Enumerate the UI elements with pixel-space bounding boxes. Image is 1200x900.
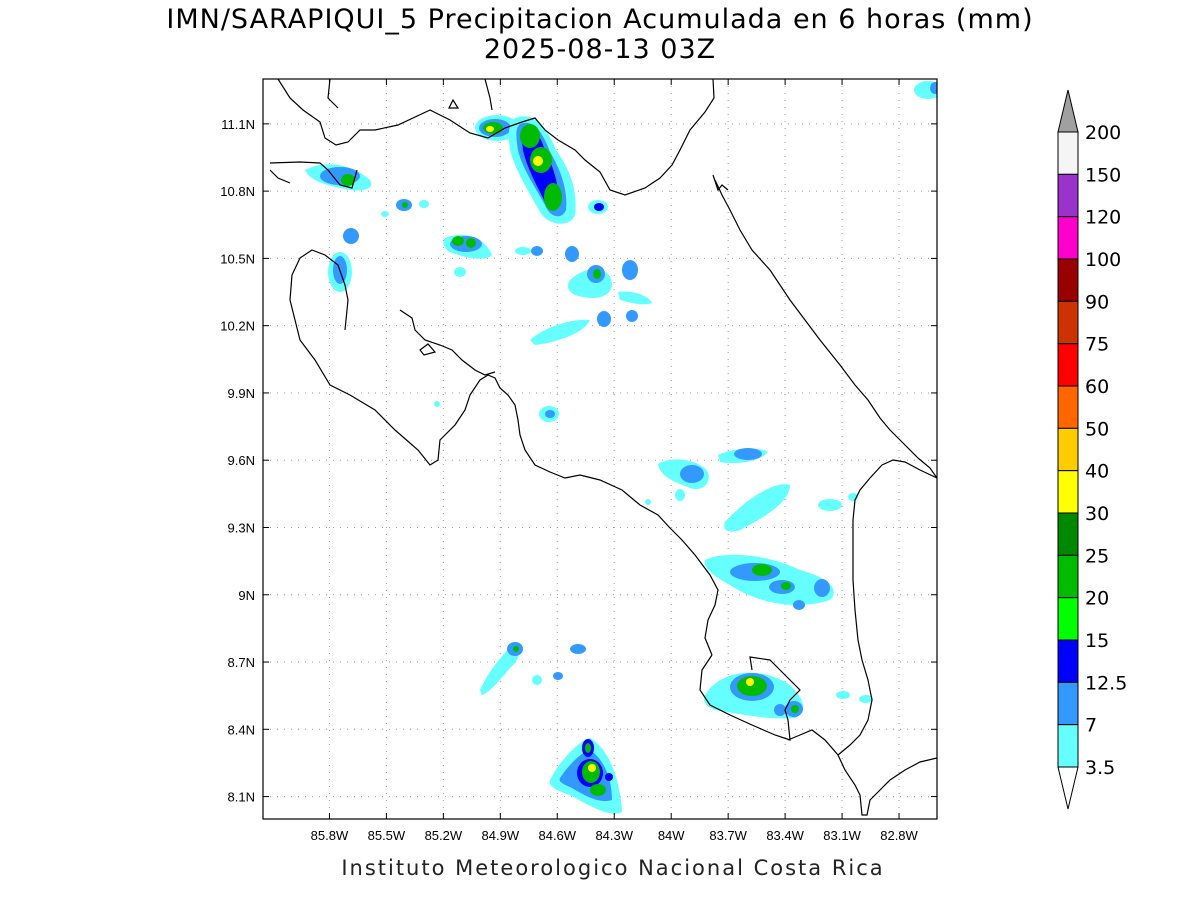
y-tick-label: 8.1N — [228, 790, 255, 805]
x-tick-label: 83.1W — [823, 828, 861, 843]
colorbar-swatch — [1057, 300, 1079, 345]
coastline — [269, 79, 937, 816]
colorbar-top-arrow — [1057, 89, 1079, 133]
precipitation-field — [305, 81, 937, 814]
y-tick-label: 10.2N — [220, 319, 255, 334]
y-tick-label: 9.9N — [228, 386, 255, 401]
colorbar-swatch — [1057, 258, 1079, 302]
y-tick-label: 9.3N — [228, 520, 255, 535]
colorbar-swatch — [1057, 512, 1079, 556]
y-tick-label: 10.8N — [220, 184, 255, 199]
colorbar-label: 200 — [1085, 122, 1121, 144]
x-tick-label: 83.4W — [766, 828, 804, 843]
y-axis: 11.1N 10.8N 10.5N 10.2N 9.9N 9.6N 9.3N 9N 8.7N 8.… — [220, 117, 937, 805]
y-tick-label: 10.5N — [220, 251, 255, 266]
colorbar-label: 12.5 — [1085, 672, 1127, 694]
colorbar-label: 30 — [1085, 503, 1109, 525]
x-tick-label: 84W — [658, 828, 685, 843]
x-tick-label: 84.9W — [482, 828, 520, 843]
colorbar-swatch — [1057, 216, 1079, 260]
colorbar-label: 50 — [1085, 418, 1109, 440]
colorbar-label: 3.5 — [1085, 757, 1115, 779]
colorbar-label: 7 — [1085, 715, 1097, 737]
x-tick-label: 84.3W — [595, 828, 633, 843]
colorbar-label: 60 — [1085, 376, 1109, 398]
y-tick-label: 11.1N — [221, 117, 255, 132]
colorbar-swatch — [1057, 131, 1079, 175]
colorbar-swatch — [1057, 385, 1079, 429]
colorbar-swatch — [1057, 470, 1079, 514]
colorbar-label: 120 — [1085, 207, 1121, 229]
footer-credit: Instituto Meteorologico Nacional Costa R… — [341, 856, 885, 880]
colorbar-swatch — [1057, 427, 1079, 472]
colorbar-label: 90 — [1085, 291, 1109, 313]
colorbar-swatch — [1057, 554, 1079, 599]
y-tick-label: 9.6N — [228, 453, 255, 468]
map-title: IMN/SARAPIQUI_5 Precipitacion Acumulada … — [166, 4, 1034, 35]
colorbar-label: 25 — [1085, 545, 1109, 567]
colorbar-label: 100 — [1085, 249, 1121, 271]
colorbar-label: 20 — [1085, 588, 1109, 610]
y-tick-label: 8.7N — [228, 655, 255, 670]
x-tick-label: 84.6W — [538, 828, 576, 843]
colorbar-label: 40 — [1085, 461, 1109, 483]
map-subtitle: 2025-08-13 03Z — [483, 34, 717, 65]
x-tick-label: 85.2W — [425, 828, 463, 843]
y-tick-label: 8.4N — [228, 722, 255, 737]
colorbar-swatch — [1057, 639, 1079, 683]
colorbar-swatch — [1057, 173, 1079, 218]
colorbar-swatch — [1057, 343, 1079, 387]
colorbar-bottom-arrow — [1057, 766, 1079, 810]
x-tick-label: 85.5W — [368, 828, 406, 843]
colorbar-swatch — [1057, 597, 1079, 641]
colorbar-label: 75 — [1085, 334, 1109, 356]
x-tick-label: 83.7W — [709, 828, 747, 843]
colorbar-label: 150 — [1085, 164, 1121, 186]
colorbar-swatch — [1057, 724, 1079, 768]
x-tick-label: 85.8W — [311, 828, 349, 843]
colorbar-label: 15 — [1085, 630, 1109, 652]
x-axis: 85.8W 85.5W 85.2W 84.9W 84.6W 84.3W 84W 83.7W 83… — [311, 79, 919, 843]
map-frame — [262, 78, 938, 820]
y-tick-label: 9N — [238, 588, 255, 603]
colorbar-legend: 200 150 120 100 90 75 60 50 40 30 25 20 15 12.5 7 3.5 — [1057, 89, 1127, 810]
colorbar-swatch — [1057, 681, 1079, 726]
x-tick-label: 82.8W — [880, 828, 918, 843]
map-gridlines — [263, 79, 937, 819]
